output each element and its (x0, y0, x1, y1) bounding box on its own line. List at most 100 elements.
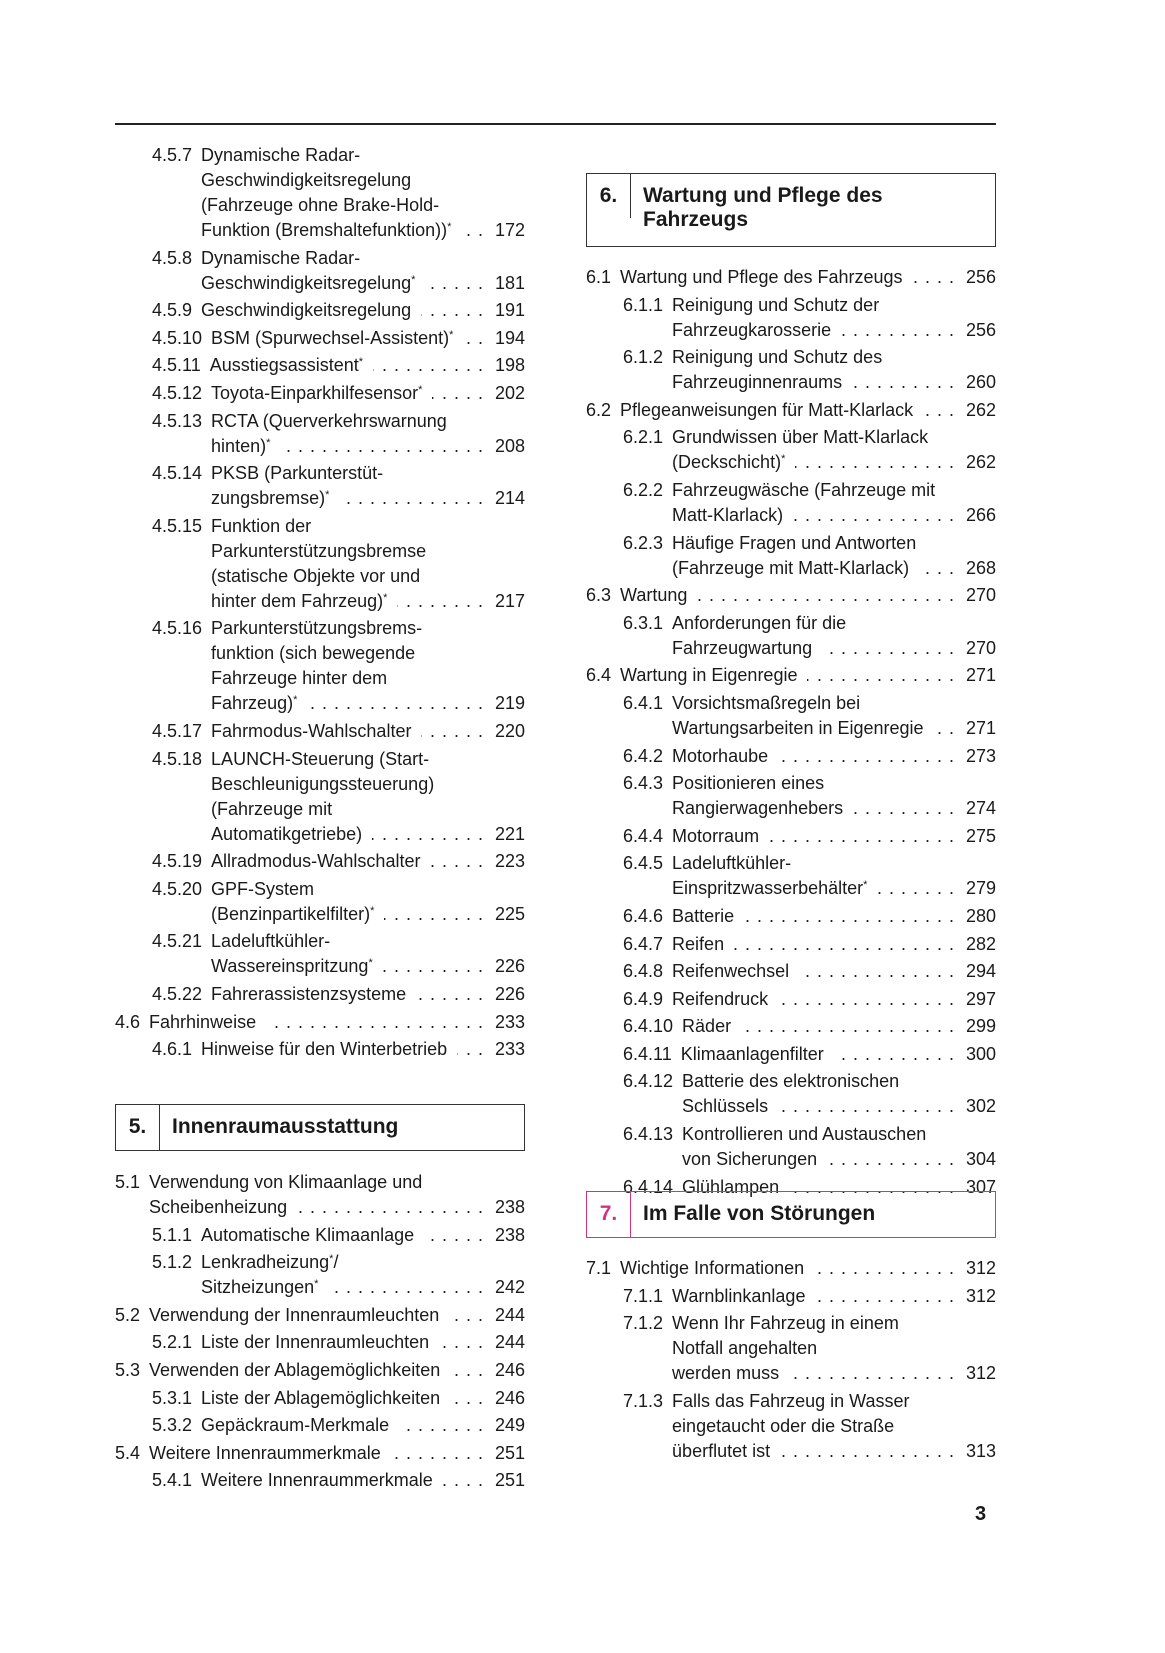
entry-title-line: Allradmodus-Wahlschalter (211, 851, 421, 872)
dot-leader (383, 954, 483, 979)
entry-number: 6.2.2 (623, 479, 664, 500)
footnote-asterisk: * (314, 1278, 319, 1291)
entry-page-number: 221 (494, 823, 525, 844)
footnote-asterisk: * (293, 694, 298, 707)
section-number: 5. (116, 1105, 160, 1150)
toc-entry[interactable]: 6.4.9 Reifendruck 297 (586, 987, 996, 1012)
entry-number: 6.1 (586, 267, 612, 287)
entry-page-number: 271 (965, 717, 996, 738)
toc-entry[interactable]: 6.3.1 Anforderungen für die Fahrzeugwartun… (586, 611, 996, 661)
entry-title-line: Falls das Fahrzeug in Wasser (672, 1390, 910, 1411)
section-5-header[interactable]: 5. Innenraumausstattung (115, 1104, 525, 1151)
toc-entry[interactable]: 6.4.11 Klimaanlagenfilter 300 (586, 1042, 996, 1067)
toc-entry[interactable]: 5.1.1 Automatische Klimaanlage 238 (115, 1223, 525, 1248)
toc-entry[interactable]: 6.2.1 Grundwissen über Matt-Klarlack (Deck… (586, 425, 996, 475)
toc-entry[interactable]: 6.1.1 Reinigung und Schutz der Fahrzeugkar… (586, 293, 996, 343)
toc-entry[interactable]: 4.5.12 Toyota-Einparkhilfesensor* 202 (115, 381, 525, 406)
section-6-header[interactable]: 6. Wartung und Pflege des Fahrzeugs (586, 173, 996, 247)
section-title: Wartung und Pflege des Fahrzeugs (631, 174, 895, 242)
toc-entry[interactable]: 6.4.4 Motorraum 275 (586, 824, 996, 849)
entry-title-line: Reinigung und Schutz des (672, 347, 883, 368)
entry-title-line: Wartung in Eigenregie (620, 665, 798, 686)
toc-entry[interactable]: 7.1.1 Warnblinkanlage 312 (586, 1284, 996, 1309)
toc-entry[interactable]: 5.3.1 Liste der Ablagemöglichkeiten 246 (115, 1386, 525, 1411)
entry-page-number: 238 (494, 1197, 525, 1217)
dot-leader (449, 1303, 483, 1328)
toc-entry[interactable]: 6.4.3 Positionieren eines Rangierwagenhebe… (586, 771, 996, 821)
toc-entry[interactable]: 4.5.18 LAUNCH-Steuerung (Start- Beschleuni… (115, 747, 525, 847)
dot-leader (421, 298, 483, 323)
toc-entry[interactable]: 6.1 Wartung und Pflege des Fahrzeugs 256 (586, 265, 996, 290)
toc-entry[interactable]: 6.4.5 Ladeluftkühler- Einspritzwasserbehäl… (586, 851, 996, 901)
entry-page-number: 266 (965, 504, 996, 525)
entry-number: 4.5.20 (152, 878, 203, 899)
toc-entry[interactable]: 5.1.2 Lenkradheizung*/ Sitzheizungen* 242 (115, 1250, 525, 1300)
toc-entry[interactable]: 6.4.6 Batterie 280 (586, 904, 996, 929)
toc-entry[interactable]: 6.4.1 Vorsichtsmaßregeln bei Wartungsarbei… (586, 691, 996, 741)
toc-entry[interactable]: 5.2.1 Liste der Innenraumleuchten 244 (115, 1330, 525, 1355)
toc-entry[interactable]: 6.4 Wartung in Eigenregie 271 (586, 663, 996, 688)
entry-title-line: Scheibenheizung (149, 1197, 288, 1217)
dot-leader (827, 1147, 954, 1172)
entry-page-number: 226 (494, 956, 525, 977)
entry-number: 6.4.5 (623, 853, 664, 874)
toc-entry[interactable]: 6.4.7 Reifen 282 (586, 932, 996, 957)
entry-page-number: 251 (494, 1470, 525, 1491)
entry-title-line: Rangierwagenhebers (672, 798, 844, 819)
toc-entry[interactable]: 5.2 Verwendung der Innenraumleuchten 244 (115, 1303, 525, 1328)
toc-entry[interactable]: 6.2.3 Häufige Fragen und Antworten (Fahrze… (586, 531, 996, 581)
toc-entry[interactable]: 7.1.2 Wenn Ihr Fahrzeug in einem Notfall a… (586, 1311, 996, 1386)
entry-page-number: 313 (965, 1440, 996, 1461)
toc-entry[interactable]: 4.5.20 GPF-System (Benzinpartikelfilter)* 2… (115, 877, 525, 927)
toc-entry[interactable]: 4.5.13 RCTA (Querverkehrswarnung hinten)* 2… (115, 409, 525, 459)
entry-title-line: Liste der Ablagemöglichkeiten (201, 1387, 441, 1408)
toc-entry[interactable]: 5.3.2 Gepäckraum-Merkmale 249 (115, 1413, 525, 1438)
entry-page-number: 181 (494, 272, 525, 293)
toc-entry[interactable]: 6.2 Pflegeanweisungen für Matt-Klarlack 26… (586, 398, 996, 423)
toc-entry[interactable]: 4.5.14 PKSB (Parkunterstüt-zungsbremse)* 2… (115, 461, 525, 511)
toc-entry[interactable]: 6.4.2 Motorhaube 273 (586, 744, 996, 769)
entry-title-line: Geschwindigkeitsregelung (201, 170, 412, 190)
entry-page-number: 214 (494, 488, 525, 509)
entry-page-number: 312 (965, 1258, 996, 1278)
entry-number: 6.3 (586, 585, 612, 606)
toc-entry[interactable]: 4.5.22 Fahrerassistenzsysteme 226 (115, 982, 525, 1007)
toc-entry[interactable]: 6.4.13 Kontrollieren und Austauschen von S… (586, 1122, 996, 1172)
entry-title-line: Automatische Klimaanlage (201, 1224, 415, 1245)
toc-entry[interactable]: 4.5.10 BSM (Spurwechsel-Assistent)* 194 (115, 326, 525, 351)
toc-entry[interactable]: 5.3 Verwenden der Ablagemöglichkeiten 246 (115, 1358, 525, 1383)
toc-entry[interactable]: 7.1 Wichtige Informationen 312 (586, 1256, 996, 1281)
toc-entry[interactable]: 6.1.2 Reinigung und Schutz des Fahrzeuginn… (586, 345, 996, 395)
entry-title-line: PKSB (Parkunterstüt- (211, 463, 384, 484)
entry-page-number: 270 (965, 637, 996, 658)
toc-entry[interactable]: 6.4.10 Räder 299 (586, 1014, 996, 1039)
toc-entry[interactable]: 4.6.1 Hinweise für den Winterbetrieb 233 (115, 1037, 525, 1062)
entry-number: 6.2.1 (623, 427, 664, 448)
dot-leader (391, 1441, 483, 1466)
toc-entry[interactable]: 4.6 Fahrhinweise 233 (115, 1010, 525, 1035)
entry-title-line: Pflegeanweisungen für Matt-Klarlack (620, 399, 914, 420)
toc-entry[interactable]: 7.1.3 Falls das Fahrzeug in Wasser eingeta… (586, 1389, 996, 1464)
dot-leader (450, 1358, 483, 1383)
entry-title-line: Notfall angehalten (672, 1338, 818, 1359)
toc-entry[interactable]: 4.5.9 Geschwindigkeitsregelung 191 (115, 298, 525, 323)
toc-entry[interactable]: 4.5.8 Dynamische Radar- Geschwindigkeitsre… (115, 246, 525, 296)
toc-entry[interactable]: 4.5.17 Fahrmodus-Wahlschalter 220 (115, 719, 525, 744)
toc-entry[interactable]: 5.1 Verwendung von Klimaanlage und Scheibe… (115, 1170, 525, 1220)
toc-entry[interactable]: 4.5.19 Allradmodus-Wahlschalter 223 (115, 849, 525, 874)
toc-entry[interactable]: 4.5.16 Parkunterstützungsbrems-funktion (… (115, 616, 525, 716)
toc-entry[interactable]: 6.3 Wartung 270 (586, 583, 996, 608)
toc-entry[interactable]: 4.5.7 Dynamische Radar- Geschwindigkeitsre… (115, 143, 525, 243)
toc-entry[interactable]: 6.4.12 Batterie des elektronischen Schlüss… (586, 1069, 996, 1119)
section-7-header[interactable]: 7. Im Falle von Störungen (586, 1191, 996, 1238)
toc-entry[interactable]: 6.2.2 Fahrzeugwäsche (Fahrzeuge mit Matt-K… (586, 478, 996, 528)
dot-leader (266, 1010, 483, 1035)
entry-number: 7.1.2 (623, 1313, 664, 1334)
toc-entry[interactable]: 4.5.15 Funktion der Parkunterstützungsbrem… (115, 514, 525, 614)
toc-entry[interactable]: 5.4.1 Weitere Innenraummerkmale 251 (115, 1468, 525, 1493)
toc-entry[interactable]: 5.4 Weitere Innenraummerkmale 251 (115, 1441, 525, 1466)
toc-entry[interactable]: 6.4.8 Reifenwechsel 294 (586, 959, 996, 984)
toc-entry[interactable]: 4.5.11 Ausstiegsassistent* 198 (115, 353, 525, 378)
toc-entry[interactable]: 4.5.21 Ladeluftkühler- Wassereinspritzung*… (115, 929, 525, 979)
